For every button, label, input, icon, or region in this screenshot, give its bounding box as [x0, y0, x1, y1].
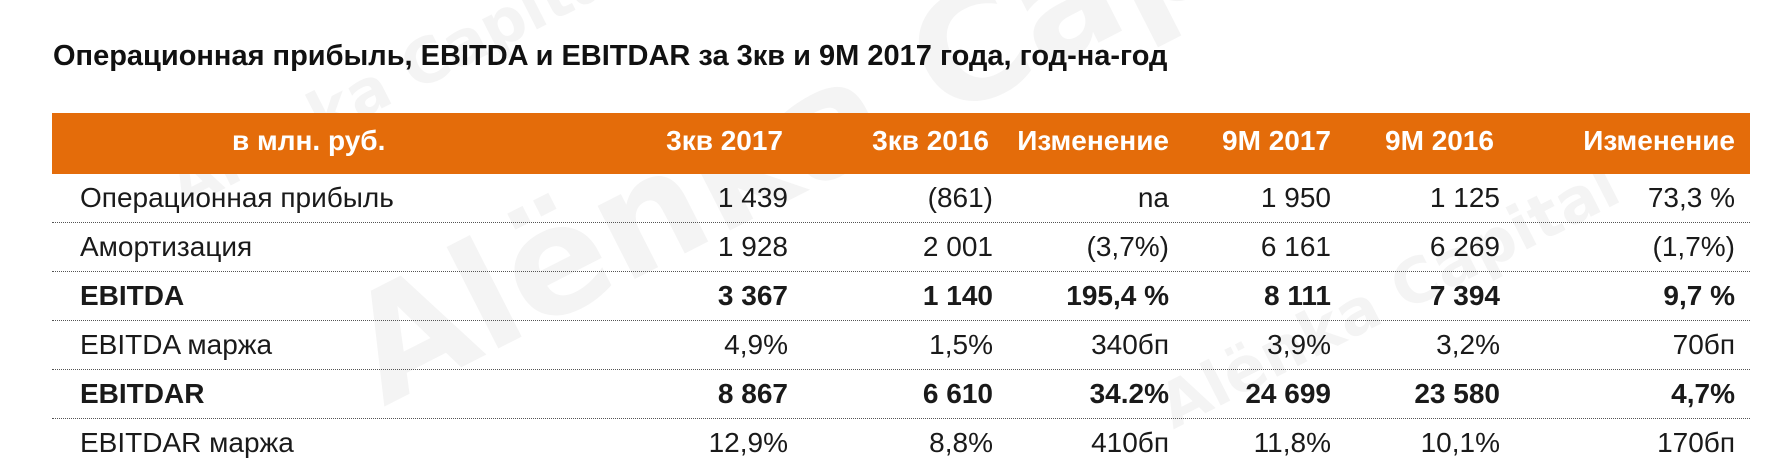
cell-q3-2016: (861) — [927, 182, 993, 213]
cell-9m-2016: 3,2% — [1436, 329, 1500, 360]
cell-q3-2017: 1 928 — [717, 231, 788, 262]
cell-change-9m: 170бп — [1657, 427, 1735, 458]
financial-table: в млн. руб. 3кв 2017 3кв 2016 Изменение … — [52, 113, 1750, 467]
cell-q3-2016: 8,8% — [929, 427, 993, 458]
table-row: Операционная прибыль 1 439 (861) na 1 95… — [52, 174, 1750, 223]
cell-q3-2017: 3 367 — [717, 280, 788, 311]
cell-9m-2016: 1 125 — [1429, 182, 1500, 213]
cell-9m-2017: 6 161 — [1260, 231, 1331, 262]
cell-change-q: 34.2% — [1089, 378, 1169, 409]
table-row: Амортизация 1 928 2 001 (3,7%) 6 161 6 2… — [52, 223, 1750, 272]
cell-change-q: 340бп — [1091, 329, 1169, 360]
cell-change-9m: (1,7%) — [1652, 231, 1735, 262]
cell-q3-2017: 4,9% — [724, 329, 788, 360]
cell-q3-2016: 6 610 — [922, 378, 993, 409]
cell-q3-2017: 12,9% — [708, 427, 788, 458]
cell-q3-2016: 2 001 — [922, 231, 993, 262]
cell-change-9m: 4,7% — [1671, 378, 1735, 409]
row-label: Амортизация — [80, 231, 253, 262]
table-row: EBITDA маржа 4,9% 1,5% 340бп 3,9% 3,2% 7… — [52, 321, 1750, 370]
row-label: EBITDAR маржа — [80, 427, 294, 458]
cell-change-9m: 70бп — [1672, 329, 1735, 360]
header-q3-2016: 3кв 2016 — [872, 125, 989, 156]
cell-9m-2016: 6 269 — [1429, 231, 1500, 262]
table-row: EBITDA 3 367 1 140 195,4 % 8 111 7 394 9… — [52, 272, 1750, 321]
cell-change-q: na — [1137, 182, 1169, 213]
cell-change-q: 195,4 % — [1066, 280, 1169, 311]
row-label: EBITDA маржа — [80, 329, 273, 360]
table-header: в млн. руб. 3кв 2017 3кв 2016 Изменение … — [52, 113, 1750, 174]
header-change-q: Изменение — [1017, 125, 1169, 156]
header-9m-2017: 9М 2017 — [1222, 125, 1331, 156]
header-unit: в млн. руб. — [232, 125, 386, 156]
header-change-9m: Изменение — [1583, 125, 1735, 156]
header-9m-2016: 9М 2016 — [1385, 125, 1494, 156]
cell-q3-2017: 8 867 — [717, 378, 788, 409]
cell-9m-2017: 1 950 — [1260, 182, 1331, 213]
cell-q3-2017: 1 439 — [717, 182, 788, 213]
cell-9m-2016: 23 580 — [1414, 378, 1500, 409]
cell-change-9m: 73,3 % — [1647, 182, 1735, 213]
cell-9m-2017: 3,9% — [1267, 329, 1331, 360]
cell-9m-2016: 7 394 — [1429, 280, 1500, 311]
cell-9m-2017: 24 699 — [1245, 378, 1331, 409]
cell-9m-2016: 10,1% — [1420, 427, 1500, 458]
cell-change-q: 410бп — [1091, 427, 1169, 458]
table-row: EBITDAR 8 867 6 610 34.2% 24 699 23 580 … — [52, 370, 1750, 419]
cell-change-q: (3,7%) — [1086, 231, 1169, 262]
cell-q3-2016: 1 140 — [922, 280, 993, 311]
cell-change-9m: 9,7 % — [1663, 280, 1735, 311]
row-label: EBITDA — [80, 280, 185, 311]
row-label: EBITDAR — [80, 378, 205, 409]
header-q3-2017: 3кв 2017 — [666, 125, 783, 156]
cell-q3-2016: 1,5% — [929, 329, 993, 360]
table-row: EBITDAR маржа 12,9% 8,8% 410бп 11,8% 10,… — [52, 419, 1750, 467]
cell-9m-2017: 11,8% — [1253, 427, 1331, 458]
cell-9m-2017: 8 111 — [1264, 280, 1331, 311]
row-label: Операционная прибыль — [80, 182, 394, 213]
page-title: Операционная прибыль, EBITDA и EBITDAR з… — [53, 40, 1168, 72]
